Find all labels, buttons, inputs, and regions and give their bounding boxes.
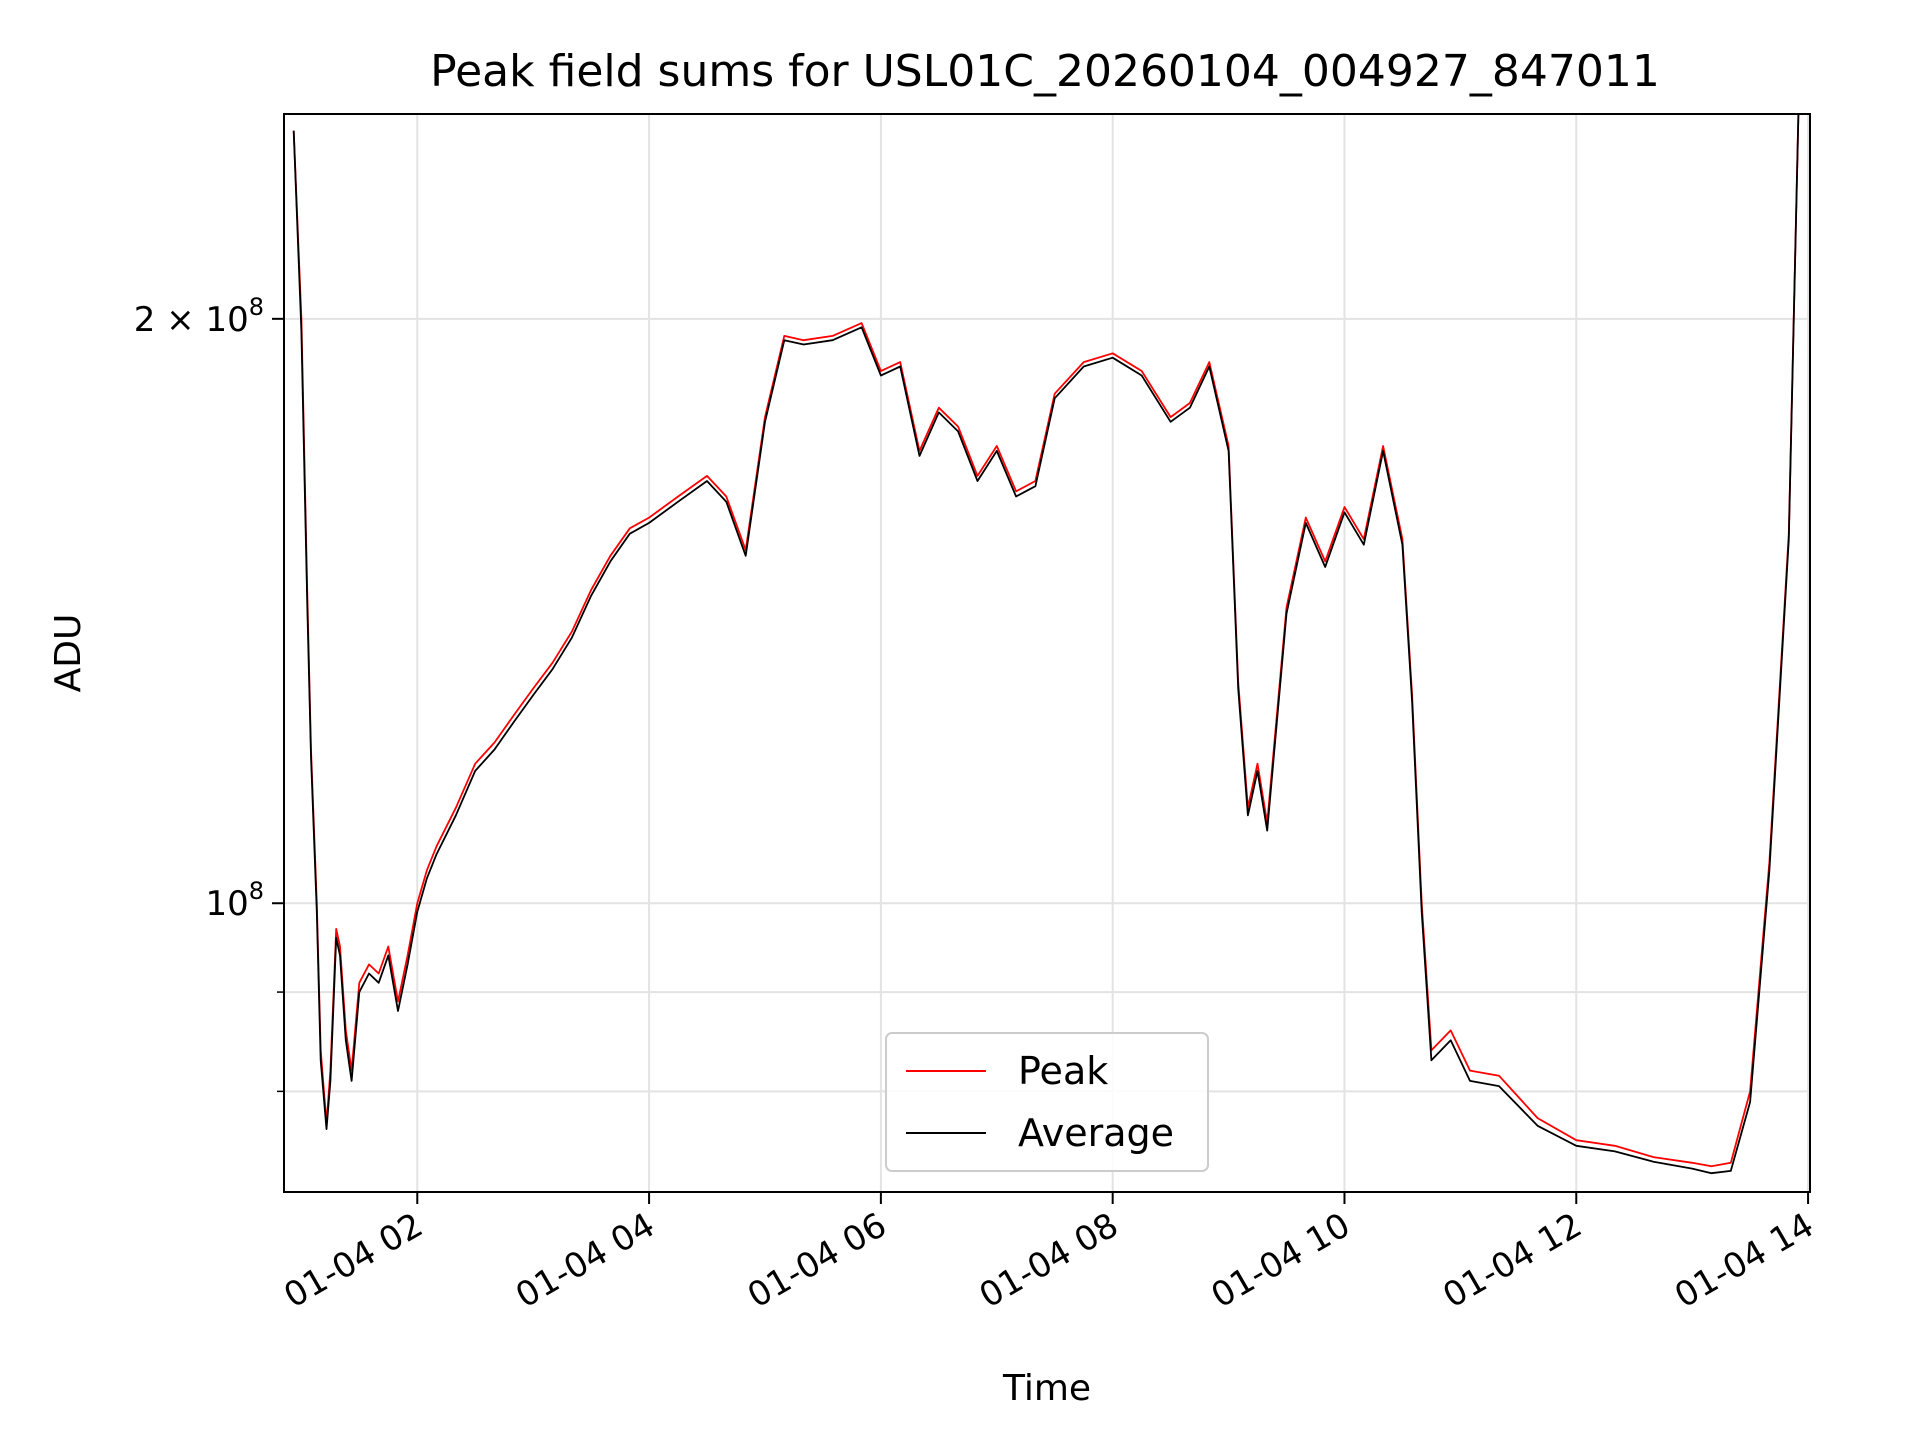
- legend-box: [885, 1032, 1209, 1172]
- y-tick-label: 2 × 108: [134, 293, 264, 340]
- legend-label-average: Average: [1018, 1111, 1174, 1155]
- grid: [284, 114, 1810, 1192]
- y-axis-label: ADU: [48, 614, 89, 693]
- y-tick-label-base: 2 × 10: [134, 300, 249, 340]
- y-tick-label-base: 10: [205, 884, 248, 924]
- x-axis-label: Time: [1002, 1368, 1091, 1409]
- legend: Peak Average: [885, 1032, 1209, 1172]
- series-lines: [292, 114, 1800, 1175]
- y-tick-label-exponent: 8: [249, 877, 264, 905]
- y-tick-label-exponent: 8: [249, 293, 264, 321]
- series-line-average: [292, 114, 1800, 1175]
- chart-title: Peak field sums for USL01C_20260104_0049…: [430, 46, 1660, 97]
- y-tick-label: 108: [205, 877, 264, 924]
- plot-frame: [283, 113, 1811, 1193]
- legend-label-peak: Peak: [1018, 1049, 1108, 1093]
